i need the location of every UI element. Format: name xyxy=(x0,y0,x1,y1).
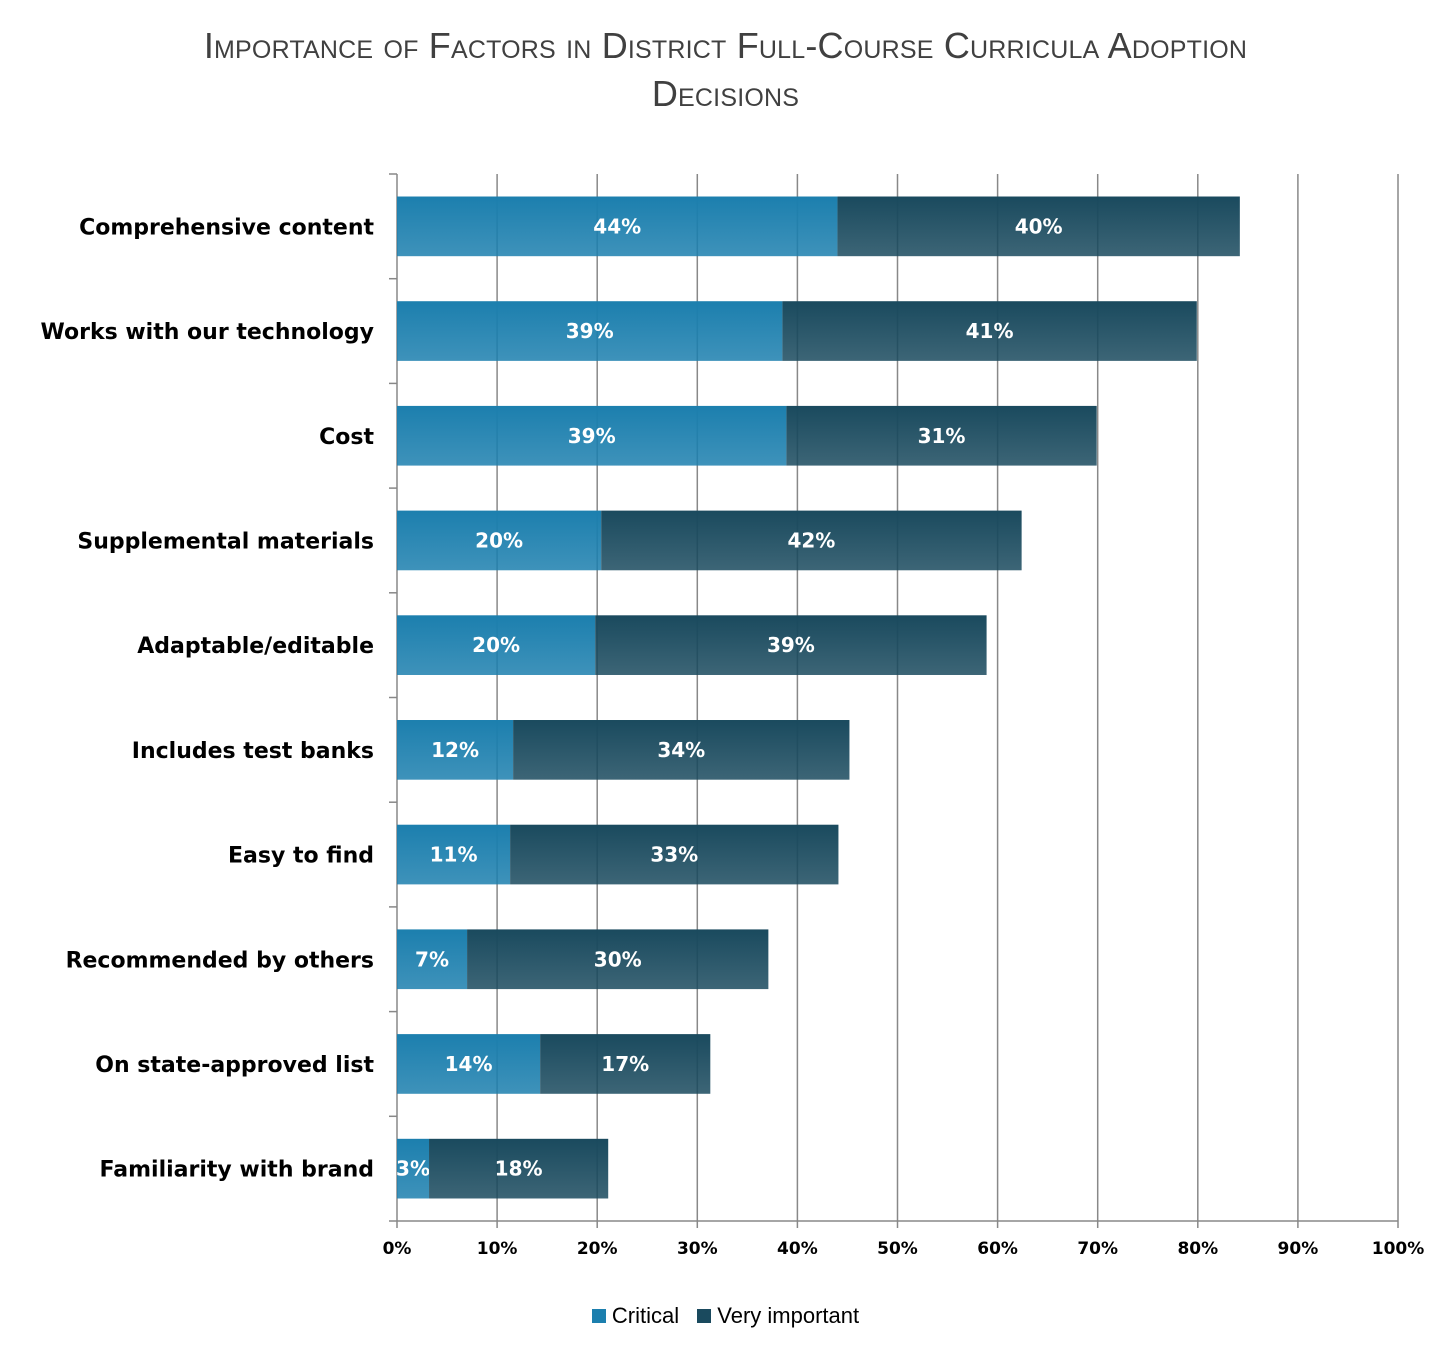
x-tick-label: 30% xyxy=(677,1239,718,1259)
data-label: 17% xyxy=(601,1052,649,1076)
category-label: Cost xyxy=(319,425,374,450)
category-label: Familiarity with brand xyxy=(100,1158,374,1183)
bar-critical xyxy=(397,1138,430,1199)
bar-critical xyxy=(397,824,511,885)
legend-item-very-important: Very important xyxy=(697,1303,859,1329)
category-label: Comprehensive content xyxy=(79,215,374,240)
bar-very-important xyxy=(782,301,1197,361)
data-label: 7% xyxy=(415,947,449,971)
bar-very-important xyxy=(540,1034,711,1094)
x-tick-label: 70% xyxy=(1077,1239,1118,1259)
data-label: 11% xyxy=(430,843,478,867)
legend-label-critical: Critical xyxy=(611,1303,680,1328)
bar-critical xyxy=(397,1034,541,1094)
x-tick-label: 100% xyxy=(1372,1239,1425,1259)
x-tick-label: 0% xyxy=(383,1239,412,1259)
bar-critical xyxy=(397,929,468,990)
bar-very-important xyxy=(786,405,1097,466)
data-label: 39% xyxy=(767,633,815,657)
x-tick-label: 20% xyxy=(577,1239,618,1259)
bar-very-important xyxy=(510,824,839,885)
bar-critical xyxy=(397,720,514,780)
category-label: Includes test banks xyxy=(132,739,374,764)
bar-critical xyxy=(397,615,596,675)
data-label: 44% xyxy=(593,214,641,238)
data-label: 39% xyxy=(568,424,616,448)
category-label: Works with our technology xyxy=(41,320,374,345)
bar-very-important xyxy=(601,510,1022,571)
x-tick-label: 80% xyxy=(1177,1239,1218,1259)
category-label: Recommended by others xyxy=(66,948,374,973)
bar-critical xyxy=(397,405,787,466)
category-label: On state-approved list xyxy=(95,1053,374,1078)
x-tick-label: 50% xyxy=(877,1239,918,1259)
data-label: 42% xyxy=(787,528,835,552)
bar-very-important xyxy=(595,615,987,675)
bar-very-important xyxy=(429,1138,609,1199)
data-label: 31% xyxy=(918,424,966,448)
bar-very-important xyxy=(837,196,1240,257)
legend-swatch-critical xyxy=(591,1309,606,1323)
chart-title-line-1: Importance of Factors in District Full-C… xyxy=(203,25,1248,66)
chart-title: Importance of Factors in District Full-C… xyxy=(0,22,1451,118)
category-label: Supplemental materials xyxy=(77,529,374,554)
legend-item-critical: Critical xyxy=(591,1303,680,1329)
bar-very-important xyxy=(467,929,769,990)
x-tick-label: 90% xyxy=(1278,1239,1319,1259)
data-label: 14% xyxy=(445,1052,493,1076)
bar-critical xyxy=(397,301,783,361)
data-label: 12% xyxy=(431,738,479,762)
bar-critical xyxy=(397,196,838,257)
data-label: 34% xyxy=(657,738,705,762)
legend-label-very-important: Very important xyxy=(717,1303,860,1328)
bar-critical xyxy=(397,510,602,571)
data-label: 39% xyxy=(566,319,614,343)
legend: Critical Very important xyxy=(0,1303,1451,1329)
data-label: 20% xyxy=(475,528,523,552)
x-tick-label: 10% xyxy=(477,1239,518,1259)
data-label: 3% xyxy=(396,1157,430,1181)
category-label: Adaptable/editable xyxy=(137,634,374,659)
x-tick-label: 60% xyxy=(977,1239,1018,1259)
data-label: 41% xyxy=(966,319,1014,343)
bar-very-important xyxy=(513,720,850,780)
x-tick-label: 40% xyxy=(777,1239,818,1259)
category-label: Easy to find xyxy=(228,844,374,869)
data-label: 40% xyxy=(1015,214,1063,238)
data-label: 20% xyxy=(472,633,520,657)
data-label: 33% xyxy=(650,843,698,867)
chart-title-line-2: Decisions xyxy=(651,73,800,114)
legend-swatch-very-important xyxy=(697,1309,712,1323)
data-label: 30% xyxy=(594,947,642,971)
data-label: 18% xyxy=(495,1157,543,1181)
